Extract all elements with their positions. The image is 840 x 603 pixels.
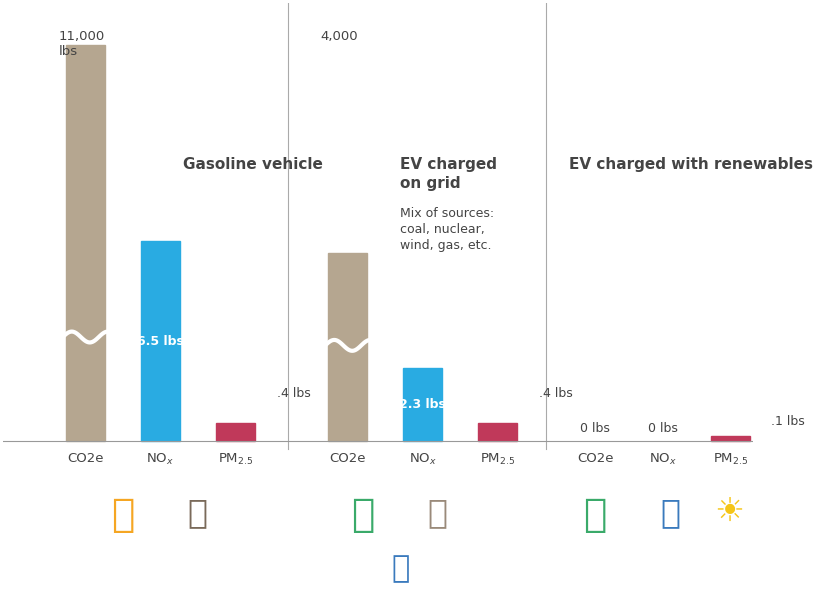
Text: Gasoline vehicle: Gasoline vehicle bbox=[183, 157, 323, 172]
Text: ☀️: ☀️ bbox=[716, 496, 745, 529]
Text: 4,000: 4,000 bbox=[321, 30, 359, 43]
Text: 🏭: 🏭 bbox=[428, 496, 448, 529]
Text: PM$_{2.5}$: PM$_{2.5}$ bbox=[712, 452, 748, 467]
Text: EV charged
on grid: EV charged on grid bbox=[400, 157, 497, 191]
Text: PM$_{2.5}$: PM$_{2.5}$ bbox=[218, 452, 253, 467]
Bar bbox=[141, 241, 180, 441]
Text: 🚗: 🚗 bbox=[111, 496, 134, 534]
Text: EV charged with renewables: EV charged with renewables bbox=[569, 157, 813, 172]
Text: Mix of sources:
coal, nuclear,
wind, gas, etc.: Mix of sources: coal, nuclear, wind, gas… bbox=[400, 207, 495, 253]
Text: NO$_x$: NO$_x$ bbox=[409, 452, 437, 467]
Bar bbox=[216, 423, 255, 441]
Text: 🚗: 🚗 bbox=[351, 496, 375, 534]
Bar bbox=[403, 368, 442, 441]
Text: 2.3 lbs: 2.3 lbs bbox=[399, 399, 446, 411]
Bar bbox=[66, 45, 105, 441]
Text: 6.5 lbs: 6.5 lbs bbox=[137, 335, 184, 348]
Text: 0 lbs: 0 lbs bbox=[580, 422, 610, 435]
Text: CO2e: CO2e bbox=[67, 452, 103, 465]
Text: CO2e: CO2e bbox=[577, 452, 613, 465]
Text: 🚗: 🚗 bbox=[584, 496, 607, 534]
Text: CO2e: CO2e bbox=[329, 452, 366, 465]
Bar bbox=[328, 253, 367, 441]
Text: NO$_x$: NO$_x$ bbox=[648, 452, 677, 467]
Text: .4 lbs: .4 lbs bbox=[539, 387, 573, 400]
Text: ⛽: ⛽ bbox=[188, 496, 207, 529]
Text: 11,000
lbs: 11,000 lbs bbox=[58, 30, 104, 58]
Text: NO$_x$: NO$_x$ bbox=[146, 452, 174, 467]
Text: 💨: 💨 bbox=[660, 496, 680, 529]
Text: 💨: 💨 bbox=[391, 554, 409, 583]
Text: 0 lbs: 0 lbs bbox=[648, 422, 678, 435]
Text: PM$_{2.5}$: PM$_{2.5}$ bbox=[480, 452, 516, 467]
Text: .1 lbs: .1 lbs bbox=[771, 415, 806, 428]
Text: .4 lbs: .4 lbs bbox=[276, 387, 310, 400]
Bar bbox=[711, 437, 750, 441]
Bar bbox=[478, 423, 517, 441]
